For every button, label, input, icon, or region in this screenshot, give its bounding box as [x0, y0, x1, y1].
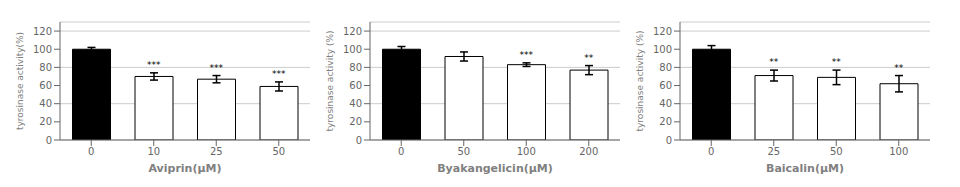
svg-text:50: 50: [457, 146, 470, 157]
svg-text:20: 20: [349, 116, 362, 127]
svg-text:80: 80: [659, 62, 672, 73]
svg-text:0: 0: [88, 146, 94, 157]
svg-text:80: 80: [39, 62, 52, 73]
svg-text:20: 20: [659, 116, 672, 127]
svg-text:0: 0: [398, 146, 404, 157]
svg-text:100: 100: [517, 146, 536, 157]
svg-text:120: 120: [653, 26, 672, 37]
svg-text:0: 0: [46, 135, 52, 146]
svg-text:50: 50: [272, 146, 285, 157]
svg-text:100: 100: [343, 44, 362, 55]
svg-text:tyrosinase activity(%): tyrosinase activity(%): [15, 32, 25, 130]
svg-text:120: 120: [343, 26, 362, 37]
svg-text:Baicalin(μM): Baicalin(μM): [766, 162, 844, 175]
svg-text:100: 100: [33, 44, 52, 55]
svg-text:***: ***: [147, 60, 161, 70]
svg-text:40: 40: [659, 98, 672, 109]
svg-text:100: 100: [889, 146, 908, 157]
svg-text:20: 20: [39, 116, 52, 127]
svg-text:120: 120: [33, 26, 52, 37]
svg-text:Aviprin(μM): Aviprin(μM): [148, 162, 221, 175]
svg-text:60: 60: [349, 80, 362, 91]
svg-text:tyrosinase activity (%): tyrosinase activity (%): [325, 31, 335, 132]
svg-text:**: **: [584, 53, 594, 63]
svg-text:25: 25: [210, 146, 223, 157]
svg-text:10: 10: [147, 146, 160, 157]
svg-text:60: 60: [659, 80, 672, 91]
svg-text:**: **: [894, 63, 904, 73]
svg-text:**: **: [769, 57, 779, 67]
svg-text:100: 100: [653, 44, 672, 55]
svg-text:Byakangelicin(μM): Byakangelicin(μM): [437, 162, 553, 175]
svg-text:40: 40: [39, 98, 52, 109]
svg-text:25: 25: [767, 146, 780, 157]
svg-text:40: 40: [349, 98, 362, 109]
svg-text:0: 0: [356, 135, 362, 146]
svg-text:60: 60: [39, 80, 52, 91]
svg-text:80: 80: [349, 62, 362, 73]
svg-text:tyrosinase activity (%): tyrosinase activity (%): [635, 31, 645, 132]
svg-text:***: ***: [210, 63, 224, 73]
svg-text:***: ***: [272, 69, 286, 79]
svg-text:200: 200: [579, 146, 598, 157]
svg-text:***: ***: [520, 50, 534, 60]
svg-text:0: 0: [708, 146, 714, 157]
svg-text:50: 50: [830, 146, 843, 157]
svg-text:0: 0: [666, 135, 672, 146]
svg-text:**: **: [832, 57, 842, 67]
